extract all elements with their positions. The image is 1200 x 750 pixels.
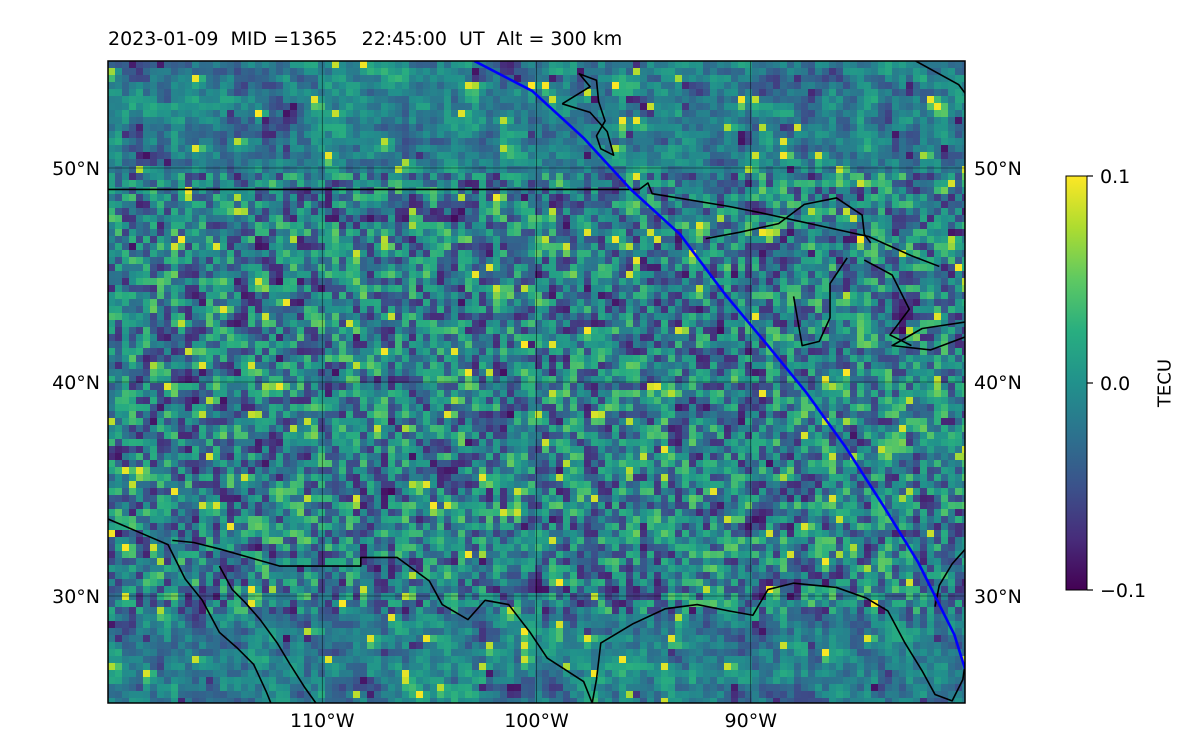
title-altitude: Alt = 300 km [496, 28, 623, 50]
colorbar-tick-label-max: 0.1 [1100, 166, 1130, 188]
map-frame [107, 60, 966, 704]
lat-tick-label-left-2: 30°N [52, 586, 100, 608]
coastline-9 [863, 259, 912, 347]
lon-tick-label-1: 100°W [504, 710, 569, 732]
coastline-2 [172, 539, 593, 703]
lat-tick-label-left-0: 50°N [52, 158, 100, 180]
lon-tick-label-2: 90°W [725, 710, 778, 732]
coastline-7 [705, 197, 872, 244]
terminator-line [473, 61, 965, 670]
lat-tick-label-right-1: 40°N [974, 372, 1022, 394]
lat-tick-label-right-2: 30°N [974, 586, 1022, 608]
title-date: 2023-01-09 [108, 28, 219, 50]
colorbar-tick-label-min: −0.1 [1100, 580, 1146, 602]
lon-tick-label-0: 110°W [290, 710, 355, 732]
colorbar-label: TECU [1154, 358, 1176, 408]
lat-tick-label-left-1: 40°N [52, 372, 100, 394]
coastline-6 [638, 182, 940, 268]
coastline-1 [218, 565, 317, 703]
coastline-12 [561, 73, 615, 156]
colorbar-tick-label-zero: 0.0 [1100, 373, 1130, 395]
coastlines [108, 61, 965, 703]
title-time: 22:45:00 UT [361, 28, 485, 50]
tec-heatmap [108, 61, 965, 703]
lat-tick-label-right-0: 50°N [974, 158, 1022, 180]
coastline-3 [591, 582, 965, 703]
title-mid: MID =1365 [230, 28, 338, 50]
coastline-8 [792, 257, 848, 347]
coastline-4 [934, 548, 965, 607]
coastline-0 [108, 518, 272, 703]
coastline-10 [891, 321, 965, 351]
map-tick-labels: 110°W 100°W 90°W 50°N 50°N 40°N 40°N 30°N 30°N [52, 158, 1022, 732]
terminator-polyline [473, 61, 965, 670]
plot-title: 2023-01-09 MID =1365 22:45:00 UT Alt = 3… [108, 28, 622, 50]
colorbar [1065, 175, 1088, 591]
map-gridlines [108, 61, 965, 703]
coastline-13 [915, 61, 965, 94]
